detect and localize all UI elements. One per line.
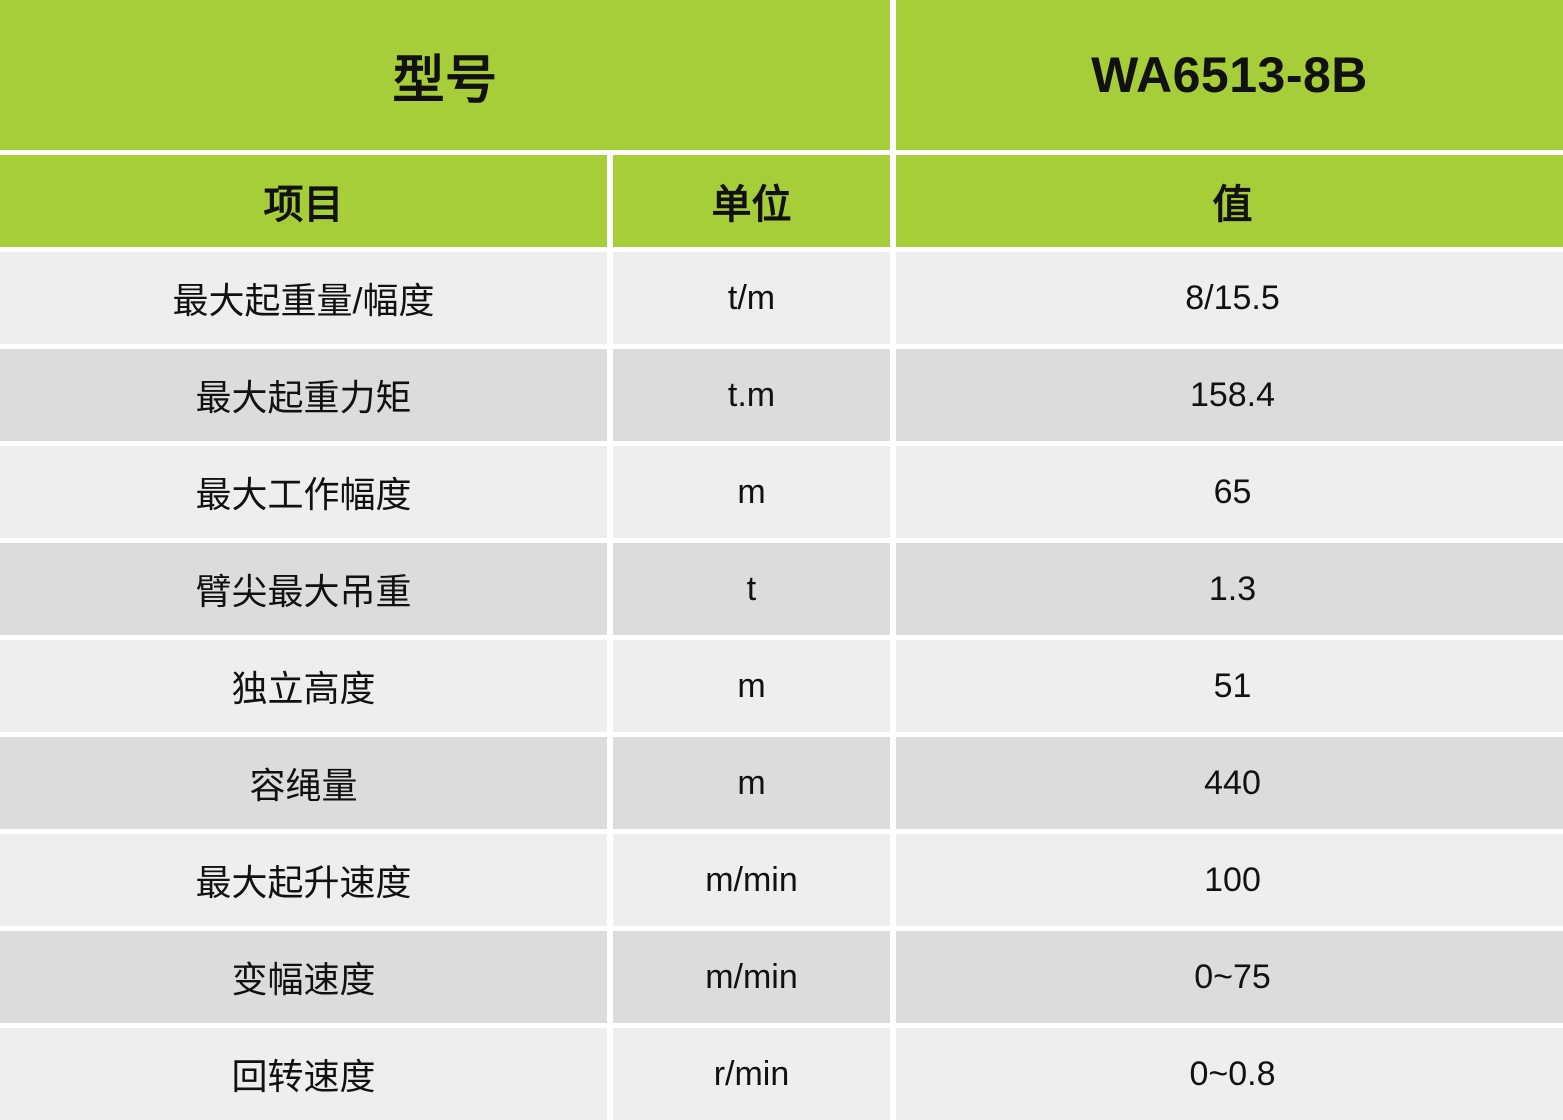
row-unit-value: t/m — [613, 252, 890, 344]
column-header-item: 项目 — [0, 155, 607, 247]
column-header-value: 值 — [896, 155, 1563, 247]
row-value: 100 — [896, 834, 1563, 926]
table-row: 变幅速度 m/min 0~75 — [0, 931, 1563, 1023]
row-unit-value: t — [613, 543, 890, 635]
row-value: 0~75 — [896, 931, 1563, 1023]
table-row: 最大起重力矩 t.m 158.4 — [0, 349, 1563, 441]
model-value-cell: WA6513-8B — [896, 0, 1563, 150]
table-row: 臂尖最大吊重 t 1.3 — [0, 543, 1563, 635]
table-row: 独立高度 m 51 — [0, 640, 1563, 732]
row-item-label: 臂尖最大吊重 — [0, 543, 607, 635]
model-header-row: 型号 WA6513-8B — [0, 0, 1563, 150]
row-value: 158.4 — [896, 349, 1563, 441]
column-header-row: 项目 单位 值 — [0, 155, 1563, 247]
row-unit-value: m — [613, 446, 890, 538]
row-unit-value: r/min — [613, 1028, 890, 1120]
row-value: 65 — [896, 446, 1563, 538]
column-header-unit: 单位 — [613, 155, 890, 247]
row-item-label: 变幅速度 — [0, 931, 607, 1023]
model-label-cell: 型号 — [0, 0, 890, 150]
row-item-label: 最大起升速度 — [0, 834, 607, 926]
table-row: 最大工作幅度 m 65 — [0, 446, 1563, 538]
row-item-label: 最大工作幅度 — [0, 446, 607, 538]
table-row: 最大起升速度 m/min 100 — [0, 834, 1563, 926]
row-item-label: 最大起重力矩 — [0, 349, 607, 441]
row-value: 51 — [896, 640, 1563, 732]
row-value: 1.3 — [896, 543, 1563, 635]
row-value: 8/15.5 — [896, 252, 1563, 344]
row-unit-value: m — [613, 640, 890, 732]
row-value: 440 — [896, 737, 1563, 829]
row-unit-value: m/min — [613, 834, 890, 926]
table-row: 回转速度 r/min 0~0.8 — [0, 1028, 1563, 1120]
table-row: 最大起重量/幅度 t/m 8/15.5 — [0, 252, 1563, 344]
row-item-label: 回转速度 — [0, 1028, 607, 1120]
row-item-label: 容绳量 — [0, 737, 607, 829]
row-unit-value: m/min — [613, 931, 890, 1023]
row-unit-value: t.m — [613, 349, 890, 441]
row-item-label: 最大起重量/幅度 — [0, 252, 607, 344]
row-item-label: 独立高度 — [0, 640, 607, 732]
row-value: 0~0.8 — [896, 1028, 1563, 1120]
table-row: 容绳量 m 440 — [0, 737, 1563, 829]
row-unit-value: m — [613, 737, 890, 829]
